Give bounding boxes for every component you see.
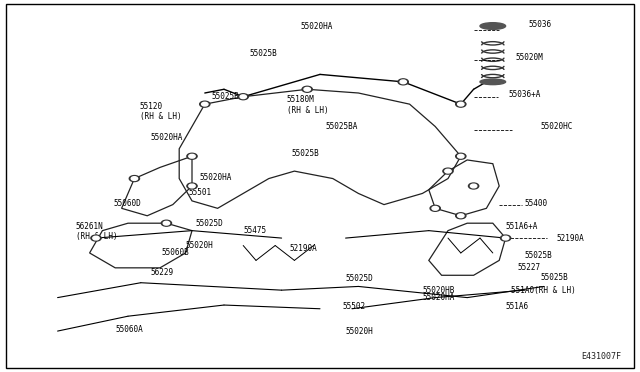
Text: 55020HA: 55020HA xyxy=(301,22,333,31)
Text: 55060B: 55060B xyxy=(162,248,189,257)
Text: 55020H: 55020H xyxy=(186,241,213,250)
Circle shape xyxy=(470,184,477,188)
Circle shape xyxy=(456,153,466,159)
Text: 56261N
(RH & LH): 56261N (RH & LH) xyxy=(76,222,117,241)
Circle shape xyxy=(129,176,140,182)
Circle shape xyxy=(93,236,99,240)
Ellipse shape xyxy=(480,23,506,29)
Text: 52190A: 52190A xyxy=(289,244,317,253)
Text: 55501: 55501 xyxy=(189,188,212,197)
Circle shape xyxy=(458,154,464,158)
Text: 55025B: 55025B xyxy=(291,149,319,158)
Circle shape xyxy=(502,236,509,240)
Text: 56229: 56229 xyxy=(150,268,173,277)
Text: 55025D: 55025D xyxy=(195,219,223,228)
Circle shape xyxy=(202,102,208,106)
Circle shape xyxy=(458,214,464,218)
Circle shape xyxy=(500,235,511,241)
Text: 55025B: 55025B xyxy=(525,251,552,260)
Circle shape xyxy=(304,87,310,91)
Circle shape xyxy=(445,169,451,173)
Text: 55475: 55475 xyxy=(243,226,266,235)
Circle shape xyxy=(200,101,210,107)
Circle shape xyxy=(187,183,197,189)
Circle shape xyxy=(456,101,466,107)
Text: 55025B: 55025B xyxy=(211,92,239,101)
Ellipse shape xyxy=(480,79,506,85)
Text: 55120
(RH & LH): 55120 (RH & LH) xyxy=(140,102,181,121)
Circle shape xyxy=(443,168,453,174)
Text: E431007F: E431007F xyxy=(581,352,621,361)
Circle shape xyxy=(240,95,246,99)
Circle shape xyxy=(189,184,195,188)
Text: 551A6+A: 551A6+A xyxy=(506,222,538,231)
Circle shape xyxy=(187,153,197,159)
Circle shape xyxy=(131,177,138,180)
Text: 551A6: 551A6 xyxy=(506,302,529,311)
Circle shape xyxy=(302,86,312,92)
Text: 55400: 55400 xyxy=(525,199,548,208)
Text: 55060A: 55060A xyxy=(115,325,143,334)
Text: 52190A: 52190A xyxy=(557,234,584,243)
Circle shape xyxy=(430,205,440,211)
Circle shape xyxy=(189,154,195,158)
Circle shape xyxy=(468,183,479,189)
Circle shape xyxy=(161,220,172,226)
Circle shape xyxy=(432,206,438,210)
Circle shape xyxy=(456,213,466,219)
Text: 55020HA: 55020HA xyxy=(150,133,183,142)
Text: 55025B: 55025B xyxy=(541,273,568,282)
Text: 55020HA: 55020HA xyxy=(422,293,455,302)
Text: 551A0(RH & LH): 551A0(RH & LH) xyxy=(511,286,575,295)
Circle shape xyxy=(91,235,101,241)
Text: 55020M: 55020M xyxy=(515,53,543,62)
Text: 55180M
(RH & LH): 55180M (RH & LH) xyxy=(287,95,328,115)
Circle shape xyxy=(238,94,248,100)
Text: 55020HA: 55020HA xyxy=(200,173,232,182)
Circle shape xyxy=(458,102,464,106)
Text: 55020HB: 55020HB xyxy=(422,286,455,295)
Text: 55025BA: 55025BA xyxy=(325,122,358,131)
Text: 55227: 55227 xyxy=(517,263,540,272)
Text: 55025D: 55025D xyxy=(346,274,373,283)
Text: 55025B: 55025B xyxy=(250,49,277,58)
Circle shape xyxy=(398,79,408,85)
Text: 55060D: 55060D xyxy=(114,199,141,208)
Circle shape xyxy=(163,221,170,225)
Text: 55036+A: 55036+A xyxy=(509,90,541,99)
Circle shape xyxy=(400,80,406,84)
Text: 55502: 55502 xyxy=(342,302,365,311)
Text: 55036: 55036 xyxy=(528,20,551,29)
Text: 55020HC: 55020HC xyxy=(541,122,573,131)
Text: 55020H: 55020H xyxy=(346,327,373,336)
